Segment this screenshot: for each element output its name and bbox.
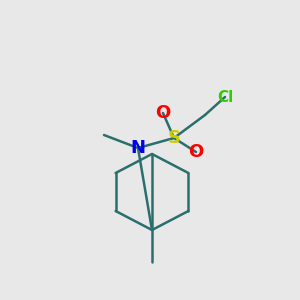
Text: O: O — [155, 104, 171, 122]
Text: Cl: Cl — [217, 89, 233, 104]
Text: O: O — [188, 143, 204, 161]
Text: N: N — [130, 139, 146, 157]
Text: S: S — [167, 129, 181, 147]
